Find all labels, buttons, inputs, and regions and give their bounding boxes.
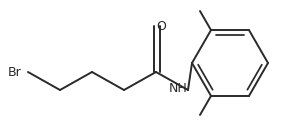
Text: O: O — [156, 20, 166, 33]
Text: NH: NH — [169, 82, 187, 95]
Text: Br: Br — [8, 66, 22, 78]
